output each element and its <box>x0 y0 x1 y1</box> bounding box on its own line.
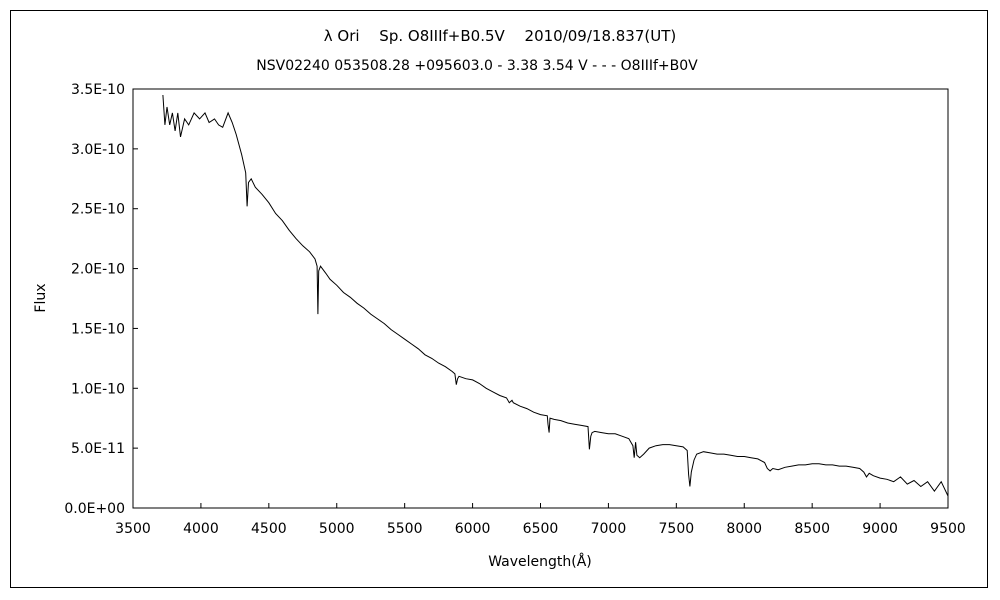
x-tick-label: 6000 <box>455 521 491 537</box>
x-tick-label: 9500 <box>930 521 966 537</box>
x-axis: 3500 4000 4500 5000 5500 6000 6500 7000 7500 8000… <box>115 503 966 537</box>
y-tick-label: 1.5E-10 <box>71 321 125 337</box>
x-tick-label: 3500 <box>115 521 151 537</box>
x-tick-label: 4500 <box>251 521 287 537</box>
y-tick-label: 1.0E-10 <box>71 381 125 397</box>
x-tick-label: 7500 <box>659 521 695 537</box>
x-tick-label: 6500 <box>523 521 559 537</box>
y-axis: 0.0E+00 5.0E-11 1.0E-10 1.5E-10 2.0E-10 2.5E-… <box>64 82 138 517</box>
y-tick-label: 5.0E-11 <box>71 441 125 457</box>
series-line <box>162 94 949 497</box>
plot-area <box>132 88 949 509</box>
y-tick-label: 3.5E-10 <box>71 82 125 98</box>
y-tick-label: 3.0E-10 <box>71 142 125 158</box>
chart-frame <box>10 10 988 588</box>
x-tick-label: 5000 <box>319 521 355 537</box>
y-axis-label: Flux <box>33 283 49 312</box>
x-axis-label: Wavelength(Å) <box>488 553 592 570</box>
x-tick-label: 5500 <box>387 521 423 537</box>
x-tick-label: 8500 <box>794 521 830 537</box>
x-tick-label: 9000 <box>862 521 898 537</box>
x-tick-label: 8000 <box>726 521 762 537</box>
y-tick-label: 0.0E+00 <box>64 501 125 517</box>
y-tick-label: 2.0E-10 <box>71 262 125 278</box>
x-tick-label: 7000 <box>591 521 627 537</box>
x-tick-label: 4000 <box>183 521 219 537</box>
y-tick-label: 2.5E-10 <box>71 202 125 218</box>
chart-title: λ Ori Sp. O8IIIf+B0.5V 2010/09/18.837(UT… <box>324 27 676 45</box>
chart-subtitle: NSV02240 053508.28 +095603.0 - 3.38 3.54… <box>256 58 698 74</box>
